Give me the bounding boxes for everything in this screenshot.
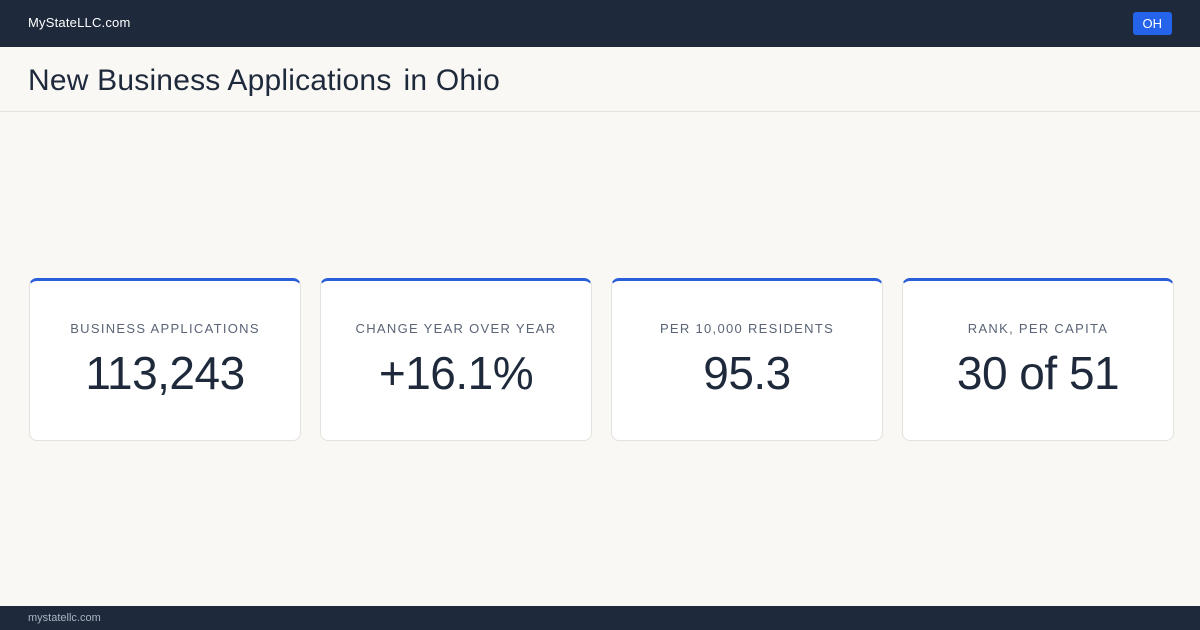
brand-link[interactable]: MyStateLLC.com bbox=[28, 15, 131, 30]
top-bar: MyStateLLC.com OH bbox=[0, 0, 1200, 47]
stat-label: BUSINESS APPLICATIONS bbox=[70, 321, 260, 336]
stat-value: 30 of 51 bbox=[956, 347, 1120, 399]
stat-card: PER 10,000 RESIDENTS 95.3 bbox=[611, 278, 883, 441]
stat-label: RANK, PER CAPITA bbox=[967, 321, 1109, 336]
stat-cards: BUSINESS APPLICATIONS 113,243 CHANGE YEAR… bbox=[29, 278, 1174, 441]
footer-site[interactable]: mystatellc.com bbox=[28, 612, 101, 624]
page-title: New Business Applications in Ohio bbox=[28, 64, 500, 98]
state-badge[interactable]: OH bbox=[1132, 12, 1172, 35]
footer: mystatellc.com bbox=[0, 606, 1200, 630]
title-place: in Ohio bbox=[403, 64, 500, 97]
stat-card: BUSINESS APPLICATIONS 113,243 bbox=[29, 278, 301, 441]
stat-value: 113,243 bbox=[85, 347, 245, 399]
stat-card: RANK, PER CAPITA 30 of 51 bbox=[902, 278, 1174, 441]
title-main: New Business Applications bbox=[28, 64, 392, 97]
stat-label: CHANGE YEAR OVER YEAR bbox=[355, 321, 557, 336]
title-bar: New Business Applications in Ohio bbox=[0, 47, 1200, 112]
stat-value: +16.1% bbox=[378, 347, 534, 399]
stat-label: PER 10,000 RESIDENTS bbox=[659, 321, 835, 336]
stat-card: CHANGE YEAR OVER YEAR +16.1% bbox=[320, 278, 592, 441]
stat-value: 95.3 bbox=[703, 347, 791, 399]
